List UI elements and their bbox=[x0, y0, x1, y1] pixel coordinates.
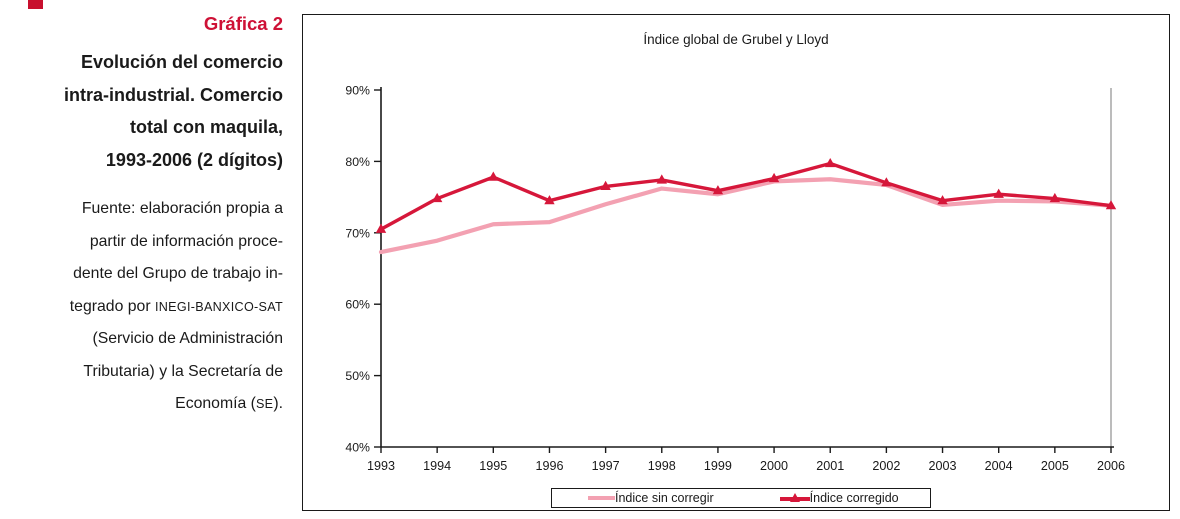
data-point-marker bbox=[712, 185, 724, 195]
legend-swatch-sin-corregir bbox=[588, 496, 615, 500]
source-line: tegrado por INEGI-BANXICO-SAT bbox=[69, 297, 283, 315]
x-axis-tick-label: 1995 bbox=[479, 459, 507, 473]
data-point-marker bbox=[431, 192, 443, 203]
x-axis-tick-label: 1998 bbox=[648, 459, 676, 473]
source-line: Economía (SE). bbox=[175, 395, 283, 412]
x-axis-tick-label: 1997 bbox=[592, 459, 620, 473]
source-line: Tributaria) y la Secretaría de bbox=[83, 362, 283, 380]
x-axis-tick-label: 1999 bbox=[704, 459, 732, 473]
line-chart: 40% 50% 60% 70% 80% 90% 1993 1994 1995 1996 1997 19… bbox=[345, 84, 1125, 474]
source-line: partir de información proce- bbox=[89, 232, 283, 250]
caption-column: Gráfica 2 Evolución del comercio intra-i… bbox=[0, 0, 283, 421]
y-axis-tick-label: 70% bbox=[345, 226, 370, 240]
series-line-corregido bbox=[379, 161, 1113, 231]
legend-label-sin-corregir: Índice sin corregir bbox=[615, 491, 714, 505]
data-point-marker bbox=[993, 188, 1004, 198]
figure-title: Evolución del comercio intra-industrial.… bbox=[63, 52, 283, 170]
y-axis-tick-label: 60% bbox=[345, 298, 370, 312]
data-point-marker bbox=[375, 223, 387, 233]
x-axis-tick-label: 2006 bbox=[1097, 459, 1125, 473]
data-point-marker bbox=[1105, 200, 1117, 210]
data-point-marker bbox=[1049, 192, 1061, 203]
x-axis-tick-label: 2005 bbox=[1041, 459, 1069, 473]
chart-legend: Índice sin corregir Índice corregido bbox=[551, 488, 931, 508]
x-axis-tick-label: 1994 bbox=[423, 459, 451, 473]
x-axis-tick-label: 2001 bbox=[816, 459, 844, 473]
y-axis-tick-label: 90% bbox=[345, 84, 370, 98]
source-line: Fuente: elaboración propia a bbox=[81, 200, 283, 217]
legend-label-corregido: Índice corregido bbox=[809, 491, 899, 505]
data-point-marker bbox=[881, 177, 892, 187]
data-point-marker bbox=[488, 171, 499, 181]
data-point-marker bbox=[937, 195, 948, 205]
data-point-marker bbox=[600, 180, 611, 190]
y-axis-tick-label: 40% bbox=[345, 441, 370, 455]
data-point-marker bbox=[656, 174, 667, 184]
y-axis-tick-label: 50% bbox=[345, 369, 370, 383]
page-corner-marker bbox=[28, 0, 43, 9]
y-axis-tick-label: 80% bbox=[345, 155, 370, 169]
series-line-sin-corregir bbox=[378, 177, 1114, 255]
data-point-marker bbox=[768, 172, 780, 183]
data-point-marker bbox=[825, 157, 836, 168]
x-axis-tick-label: 1996 bbox=[535, 459, 563, 473]
data-point-marker bbox=[544, 195, 555, 205]
source-line: (Servicio de Administración bbox=[92, 330, 283, 347]
chart-frame: Índice global de Grubel y Lloyd 40% 50% 60… bbox=[302, 14, 1170, 511]
x-axis-tick-label: 2000 bbox=[760, 459, 788, 473]
x-axis-tick-label: 2003 bbox=[929, 459, 957, 473]
x-axis-tick-label: 2002 bbox=[872, 459, 900, 473]
figure-label: Gráfica 2 bbox=[203, 13, 283, 34]
legend-swatch-corregido bbox=[779, 492, 810, 504]
legend-triangle-icon bbox=[789, 493, 800, 502]
figure-source: Fuente: elaboración propia a partir de in… bbox=[0, 193, 283, 421]
chart-title: Índice global de Grubel y Lloyd bbox=[643, 32, 829, 47]
x-axis-tick-label: 1993 bbox=[367, 459, 395, 473]
x-axis-tick-label: 2004 bbox=[985, 459, 1013, 473]
source-line: dente del Grupo de trabajo in- bbox=[73, 265, 283, 282]
